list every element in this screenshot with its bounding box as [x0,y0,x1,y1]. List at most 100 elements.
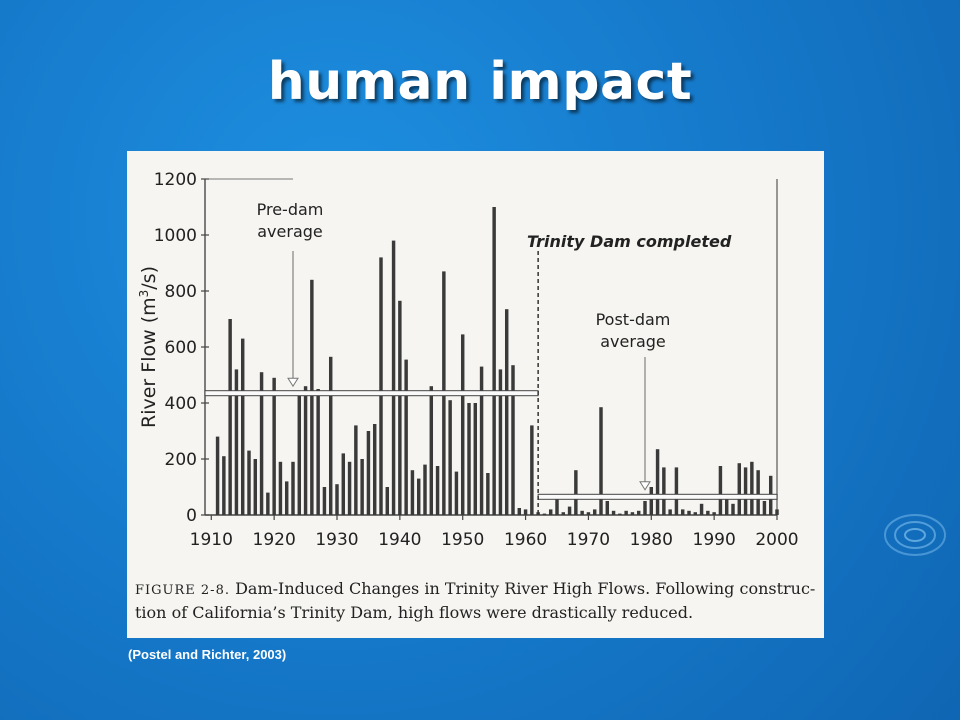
bar-1986 [687,510,691,515]
y-axis-label-end: /s) [138,266,160,290]
annotations: Pre-dam average Post-dam average Trinity… [204,200,778,515]
bar-1920 [272,377,276,515]
bar-1984 [674,467,679,515]
y-axis-label-sup: 3 [137,290,151,298]
bar-1941 [404,359,408,515]
bar-1913 [228,319,232,515]
bar-1995 [743,467,748,515]
x-tick-label: 1970 [567,530,610,550]
bar-1952 [473,403,478,515]
y-tick-label: 200 [165,450,197,470]
bar-1935 [366,431,371,515]
bar-1987 [693,512,698,515]
bar-1930 [335,484,339,515]
bar-2000 [775,509,779,515]
bar-1929 [328,356,333,515]
bar-1927 [316,389,320,515]
x-tick-label: 1940 [378,530,421,550]
bar-1955 [492,207,496,515]
bar-1975 [618,513,622,515]
x-tick-label: 1910 [190,530,233,550]
bar-1950 [460,334,465,515]
y-tick-label: 1200 [154,170,197,190]
bar-1990 [712,512,716,515]
bar-1918 [259,372,264,515]
bar-1945 [429,386,434,515]
y-tick-label: 800 [165,282,197,302]
bar-1916 [247,450,251,515]
bar-1965 [555,498,559,515]
bar-1932 [347,461,352,515]
bar-1998 [762,501,767,515]
bar-1953 [479,366,484,515]
bar-1966 [561,512,566,515]
y-tick-label: 0 [186,506,197,526]
bar-1931 [341,453,346,515]
bar-1963 [542,513,547,515]
bar-1969 [580,510,584,515]
bar-1994 [737,463,742,515]
bar-1980 [649,487,654,515]
pre-dam-label-line2: average [257,222,323,241]
bar-1977 [630,512,635,515]
bar-1912 [222,456,226,515]
slide-title: human impact [267,52,693,112]
x-tick-label: 1930 [315,530,358,550]
x-tick-label: 1960 [504,530,547,550]
bar-1988 [699,503,704,515]
bar-1921 [278,461,283,515]
bar-1915 [240,338,245,515]
post-dam-label-line2: average [600,332,666,351]
figure-caption-text1: Dam-Induced Changes in Trinity River Hig… [230,579,815,598]
bar-1996 [750,461,754,515]
bar-1960 [523,509,528,515]
post-dam-average-line [537,493,778,500]
bar-1974 [611,510,616,515]
bar-1993 [731,503,735,515]
bar-1968 [574,470,578,515]
bar-1961 [530,425,534,515]
bar-1959 [517,508,522,515]
x-tick-label: 1920 [253,530,296,550]
bar-1991 [718,466,723,515]
bar-1956 [498,369,503,515]
bar-1938 [385,487,390,515]
bar-1989 [706,510,710,515]
y-axis-label: River Flow (m3/s) [137,266,160,428]
bar-1972 [599,407,603,515]
bar-1914 [234,369,239,515]
post-dam-arrow-head [639,481,651,491]
bar-1928 [322,487,327,515]
bar-1967 [567,506,572,515]
bar-1992 [724,494,729,515]
y-tick-label: 400 [165,394,197,414]
bar-1979 [643,501,647,515]
bar-1958 [511,365,515,515]
x-tick-label: 1990 [693,530,736,550]
bar-1922 [284,481,289,515]
pre-dam-label-line1: Pre-dam [257,200,324,219]
citation: (Postel and Richter, 2003) [128,647,287,662]
bar-1970 [586,512,591,515]
figure-caption-line2: tion of California’s Trinity Dam, high f… [135,603,693,622]
bar-1976 [624,510,628,515]
x-tick-label: 1980 [630,530,673,550]
bar-1926 [310,279,314,515]
x-tick-label: 1950 [441,530,484,550]
bar-1973 [605,501,610,515]
bar-1985 [680,509,685,515]
bar-1934 [360,459,364,515]
bar-1911 [215,436,220,515]
bar-1942 [410,470,415,515]
ripple-decoration-icon [884,514,946,556]
bar-1937 [379,257,383,515]
bar-1939 [391,240,396,515]
figure-caption-label: FIGURE 2-8. [135,583,230,598]
bar-1936 [372,424,377,515]
bar-1923 [291,461,295,515]
post-dam-label-line1: Post-dam [596,310,671,329]
bar-1940 [398,300,402,515]
bar-1983 [668,509,672,515]
bar-1982 [662,467,666,515]
bar-1997 [756,470,760,515]
